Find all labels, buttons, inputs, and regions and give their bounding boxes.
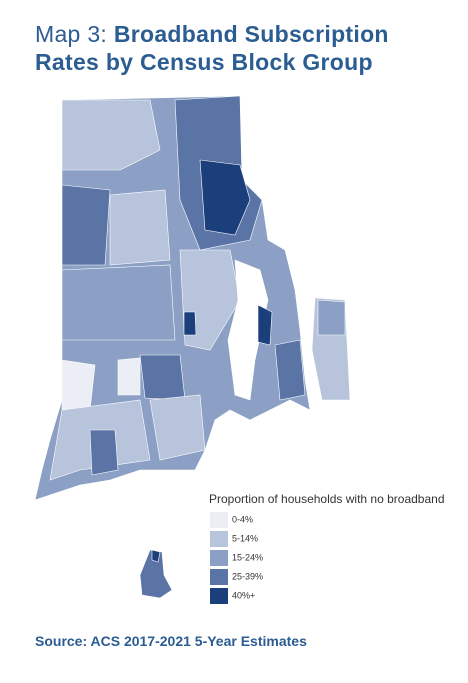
legend-swatch bbox=[210, 531, 228, 547]
rhode-island-map bbox=[34, 95, 351, 599]
source: Source: ACS 2017-2021 5-Year Estimates bbox=[35, 633, 307, 649]
legend-label: 15-24% bbox=[232, 552, 263, 562]
legend-title: Proportion of households with no broadba… bbox=[209, 492, 445, 506]
region bbox=[61, 359, 96, 411]
region bbox=[317, 299, 346, 336]
region bbox=[109, 189, 171, 266]
region bbox=[61, 184, 111, 266]
region bbox=[117, 357, 141, 396]
region bbox=[149, 394, 206, 461]
legend: 0-4% 5-14% 15-24% 25-39% 40%+ bbox=[210, 512, 263, 604]
region bbox=[274, 339, 306, 401]
legend-swatch bbox=[210, 588, 228, 604]
title-prefix: Map 3: bbox=[35, 21, 108, 47]
legend-swatch bbox=[210, 550, 228, 566]
urban-core bbox=[199, 159, 251, 236]
bay bbox=[227, 259, 269, 401]
region bbox=[89, 429, 119, 476]
region bbox=[61, 264, 176, 341]
title-main: Broadband Subscription Rates by Census B… bbox=[35, 21, 389, 75]
legend-label: 40%+ bbox=[232, 590, 255, 600]
region bbox=[183, 311, 197, 336]
legend-swatch bbox=[210, 569, 228, 585]
legend-label: 5-14% bbox=[232, 533, 258, 543]
title: Map 3: Broadband Subscription Rates by C… bbox=[35, 20, 455, 76]
block-island-north bbox=[151, 549, 161, 563]
legend-swatch bbox=[210, 512, 228, 528]
region bbox=[61, 99, 161, 171]
island bbox=[257, 304, 273, 346]
legend-label: 0-4% bbox=[232, 514, 253, 524]
block-island bbox=[139, 549, 173, 599]
legend-label: 25-39% bbox=[232, 571, 263, 581]
region bbox=[139, 354, 186, 401]
